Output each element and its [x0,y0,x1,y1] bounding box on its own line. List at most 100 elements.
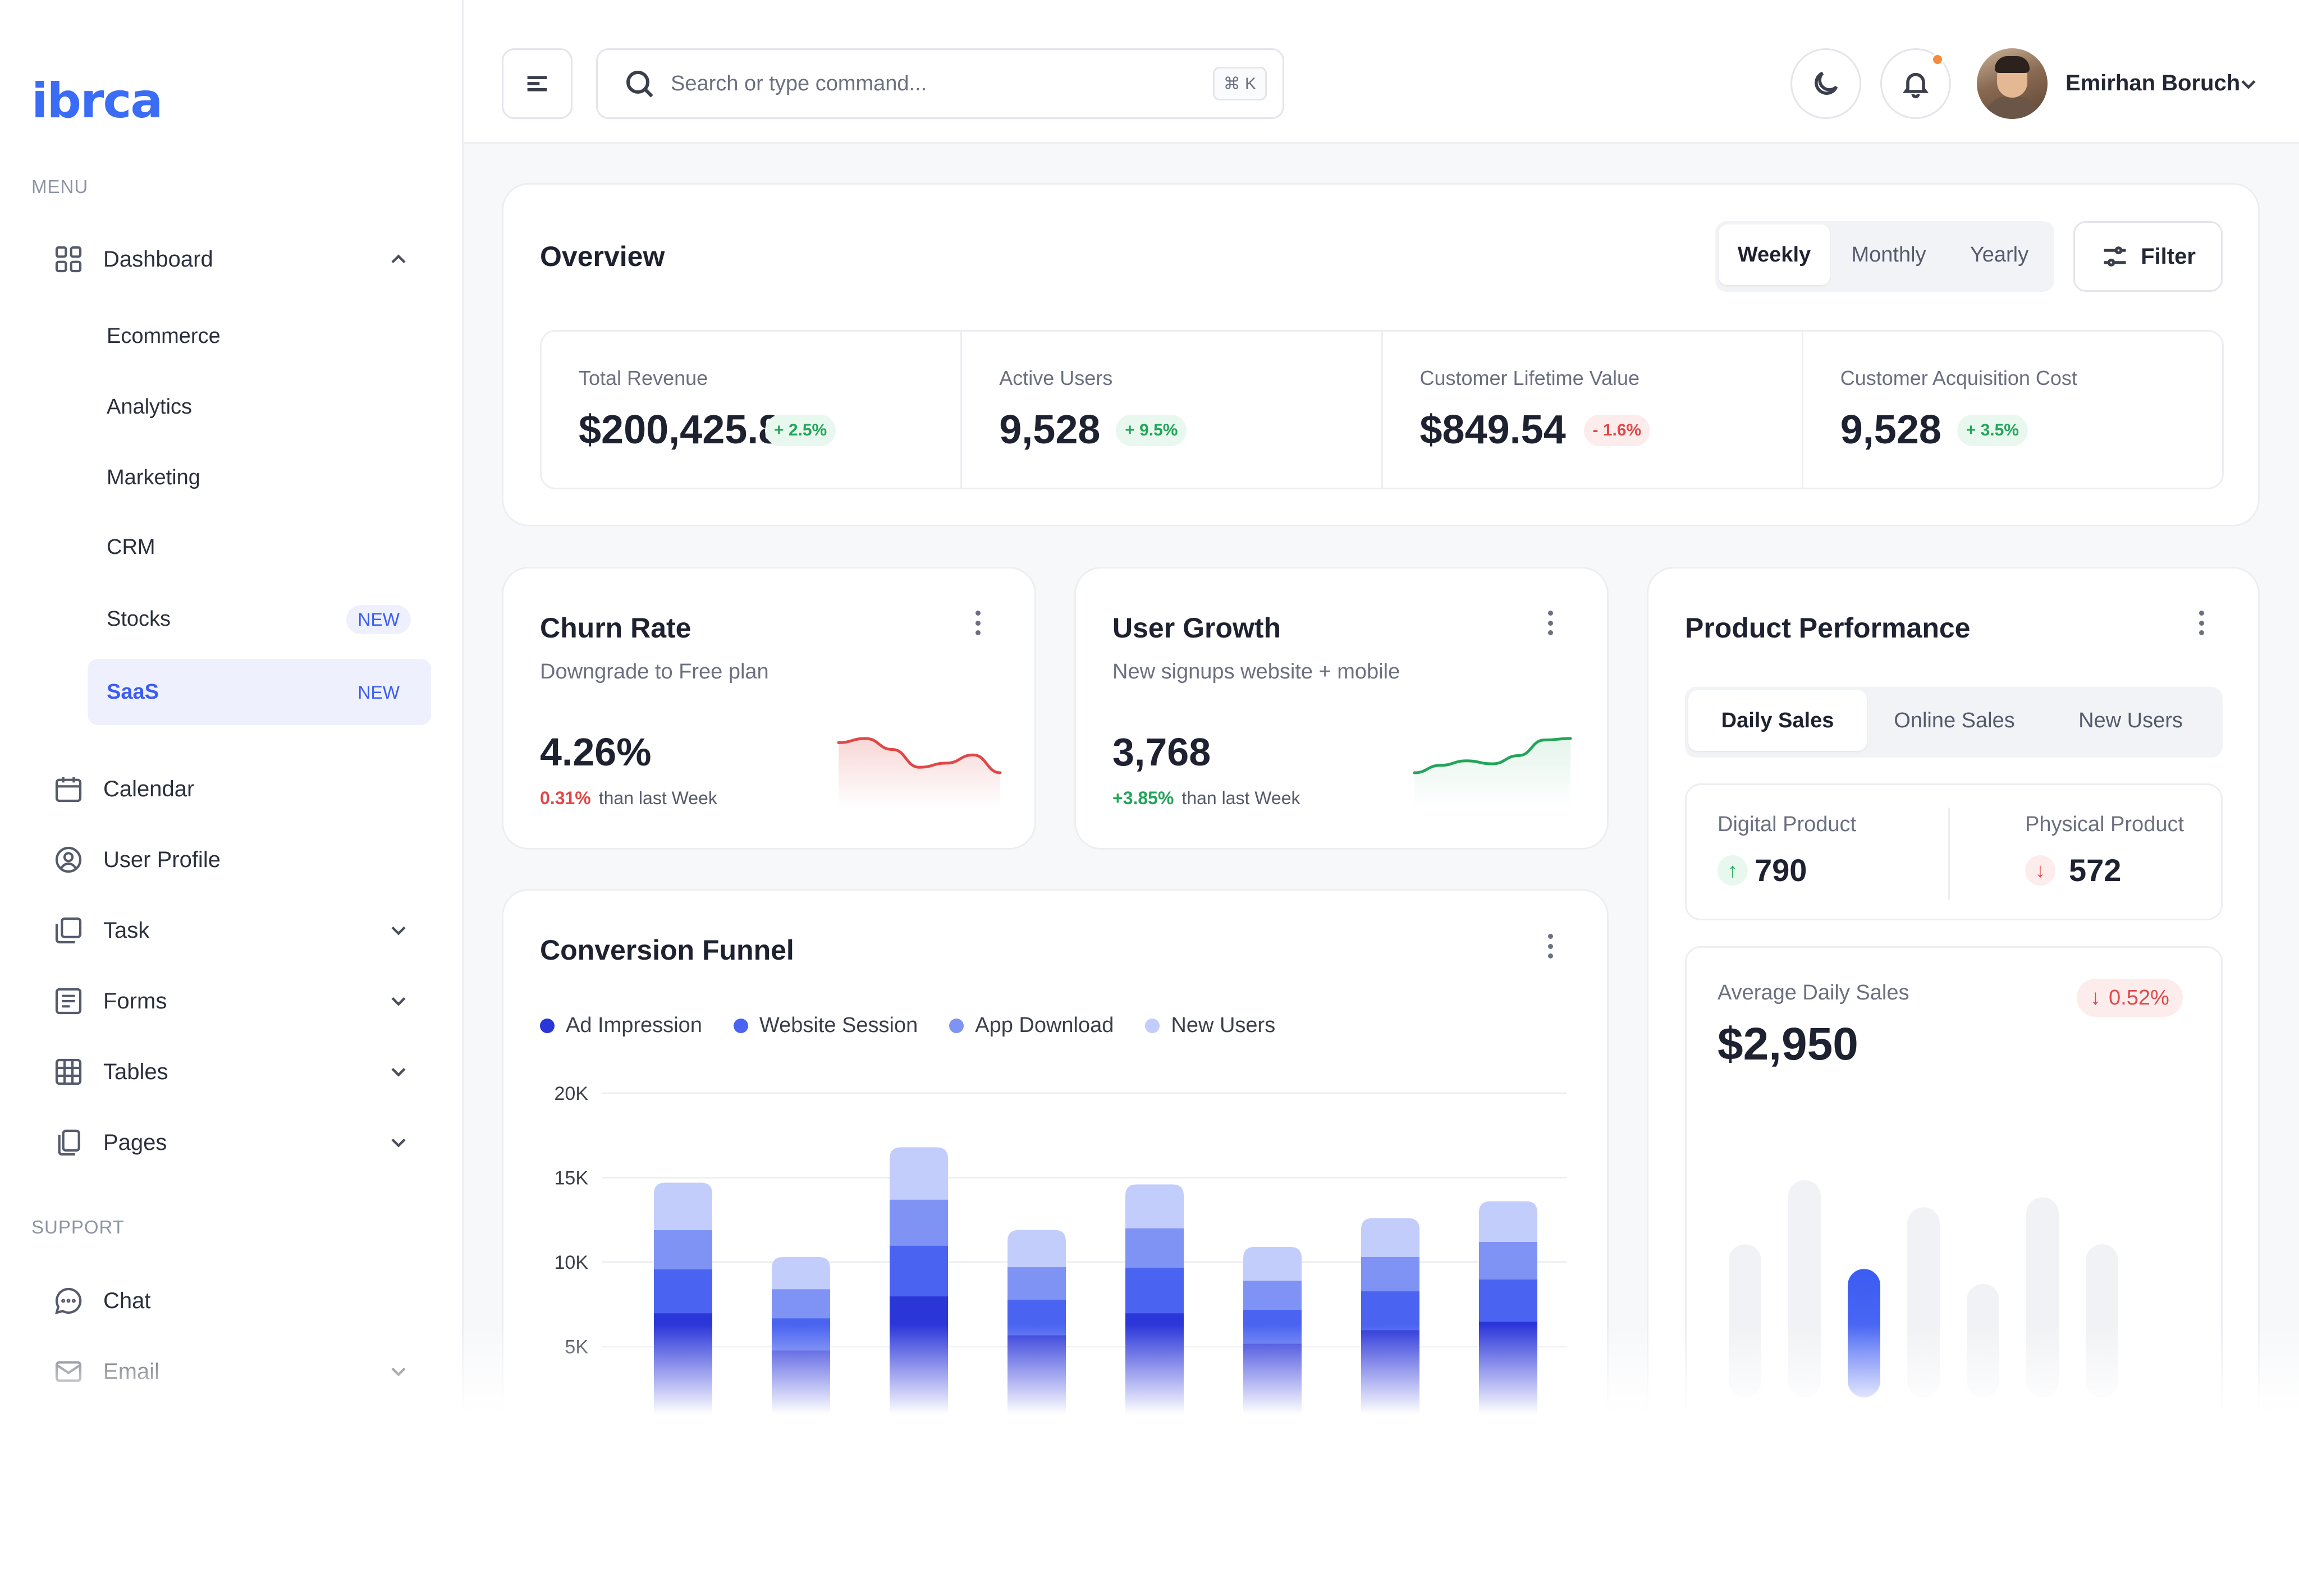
tab-weekly[interactable]: Weekly [1719,224,1830,285]
bar-segment[interactable] [654,1230,712,1270]
sidebar-item-ecommerce[interactable]: Ecommerce [88,303,431,369]
product-title: Product Performance [1685,612,1971,644]
bar-segment[interactable] [654,1269,712,1314]
notification-dot [1931,53,1944,66]
pages-icon [51,1125,86,1161]
bar-segment[interactable] [1243,1281,1302,1310]
y-tick-label: 15K [555,1168,589,1189]
bar-segment[interactable] [772,1256,830,1290]
sidebar-item-user-profile[interactable]: User Profile [34,833,432,887]
bar-segment[interactable] [1361,1291,1419,1331]
bar-segment[interactable] [772,1289,830,1319]
grid-icon [51,241,86,277]
more-options-icon[interactable] [1539,606,1561,640]
search-bar[interactable]: ⌘ K [596,48,1284,119]
sidebar-item-marketing[interactable]: Marketing [88,444,431,511]
bar-segment[interactable] [1007,1299,1066,1336]
sidebar-item-label: Marketing [107,465,200,489]
chevron-down-icon [386,1359,411,1384]
change-percent: 0.31% [540,788,591,808]
bar-segment[interactable] [1125,1184,1184,1228]
bar-segment[interactable] [654,1182,712,1230]
filter-button[interactable]: Filter [2073,221,2223,292]
sidebar-item-label: Chat [103,1288,151,1313]
bar-segment[interactable] [890,1147,948,1200]
bar-segment[interactable] [1007,1267,1066,1300]
sidebar-item-saas[interactable]: SaaS NEW [88,659,431,725]
bar-segment[interactable] [1125,1267,1184,1314]
bar-segment[interactable] [1479,1201,1537,1242]
legend-item[interactable]: App Download [949,1013,1114,1038]
metric-label: Total Revenue [579,366,708,389]
physical-product-value: 572 [2069,852,2122,888]
avatar[interactable] [1977,48,2048,119]
bar-segment[interactable] [1361,1256,1419,1292]
bar-segment[interactable] [1361,1218,1419,1257]
theme-toggle-button[interactable] [1790,48,1861,119]
sales-bar[interactable] [1788,1180,1821,1397]
avg-sales-change-badge: ↓ 0.52% [2077,979,2183,1017]
blank-area [0,1414,2299,1596]
sidebar-item-label: CRM [107,535,155,559]
bar-segment[interactable] [1243,1246,1302,1281]
bar-segment[interactable] [1243,1343,1302,1414]
user-name[interactable]: Emirhan Boruch [2066,71,2241,95]
bar-segment[interactable] [1361,1329,1419,1414]
churn-value: 4.26% [540,730,652,774]
bar-segment[interactable] [772,1350,830,1414]
bar-segment[interactable] [1243,1309,1302,1344]
bar-segment[interactable] [772,1318,830,1351]
bar-segment[interactable] [1479,1321,1537,1414]
chevron-up-icon [386,247,411,272]
more-options-icon[interactable] [967,606,989,640]
sidebar-item-forms[interactable]: Forms [34,974,432,1028]
bar-segment[interactable] [1007,1334,1066,1414]
sales-bar[interactable] [1729,1244,1761,1397]
legend-item[interactable]: Website Session [733,1013,918,1038]
more-options-icon[interactable] [1539,929,1561,963]
legend-item[interactable]: New Users [1145,1013,1275,1038]
tab-new-users[interactable]: New Users [2078,708,2183,732]
change-badge: + 3.5% [1957,415,2028,446]
change-badge: + 2.5% [765,415,836,446]
bar-segment[interactable] [890,1245,948,1297]
sales-bar[interactable] [1967,1283,1999,1397]
chevron-down-icon[interactable] [2236,72,2261,97]
brand-logo[interactable]: ibrca [31,73,163,129]
sidebar-item-pages[interactable]: Pages [34,1116,432,1170]
sales-bar[interactable] [2086,1244,2118,1397]
bar-segment[interactable] [890,1296,948,1414]
tab-daily-sales[interactable]: Daily Sales [1688,690,1867,751]
bar-segment[interactable] [890,1199,948,1246]
legend-item[interactable]: Ad Impression [540,1013,702,1038]
arrow-down-icon: ↓ [2090,985,2101,1010]
search-input[interactable] [671,71,1187,96]
notifications-button[interactable] [1880,48,1951,119]
sidebar-item-task[interactable]: Task [34,904,432,957]
sales-bar[interactable] [1848,1269,1880,1397]
sales-bar[interactable] [2026,1197,2059,1397]
toggle-sidebar-button[interactable] [502,48,573,119]
sales-bar[interactable] [1907,1207,1940,1397]
bar-segment[interactable] [1125,1228,1184,1268]
sidebar-item-analytics[interactable]: Analytics [88,374,431,440]
bar-segment[interactable] [1479,1279,1537,1322]
tab-yearly[interactable]: Yearly [1970,242,2029,267]
bar-segment[interactable] [1479,1241,1537,1280]
sidebar-item-crm[interactable]: CRM [88,514,431,580]
bar-segment[interactable] [654,1313,712,1414]
bar-segment[interactable] [1125,1313,1184,1414]
sidebar-item-dashboard[interactable]: Dashboard [34,232,432,286]
sidebar-item-label: Calendar [103,776,195,801]
tab-monthly[interactable]: Monthly [1851,242,1926,267]
metric-label: Active Users [999,366,1113,389]
task-icon [51,912,86,948]
more-options-icon[interactable] [2190,606,2213,640]
sidebar-item-chat[interactable]: Chat [34,1274,432,1328]
bar-segment[interactable] [1007,1230,1066,1268]
sidebar-item-stocks[interactable]: Stocks NEW [88,586,431,652]
sidebar-item-email[interactable]: Email [34,1345,432,1398]
sidebar-item-tables[interactable]: Tables [34,1045,432,1099]
tab-online-sales[interactable]: Online Sales [1894,708,2015,732]
sidebar-item-calendar[interactable]: Calendar [34,762,432,816]
